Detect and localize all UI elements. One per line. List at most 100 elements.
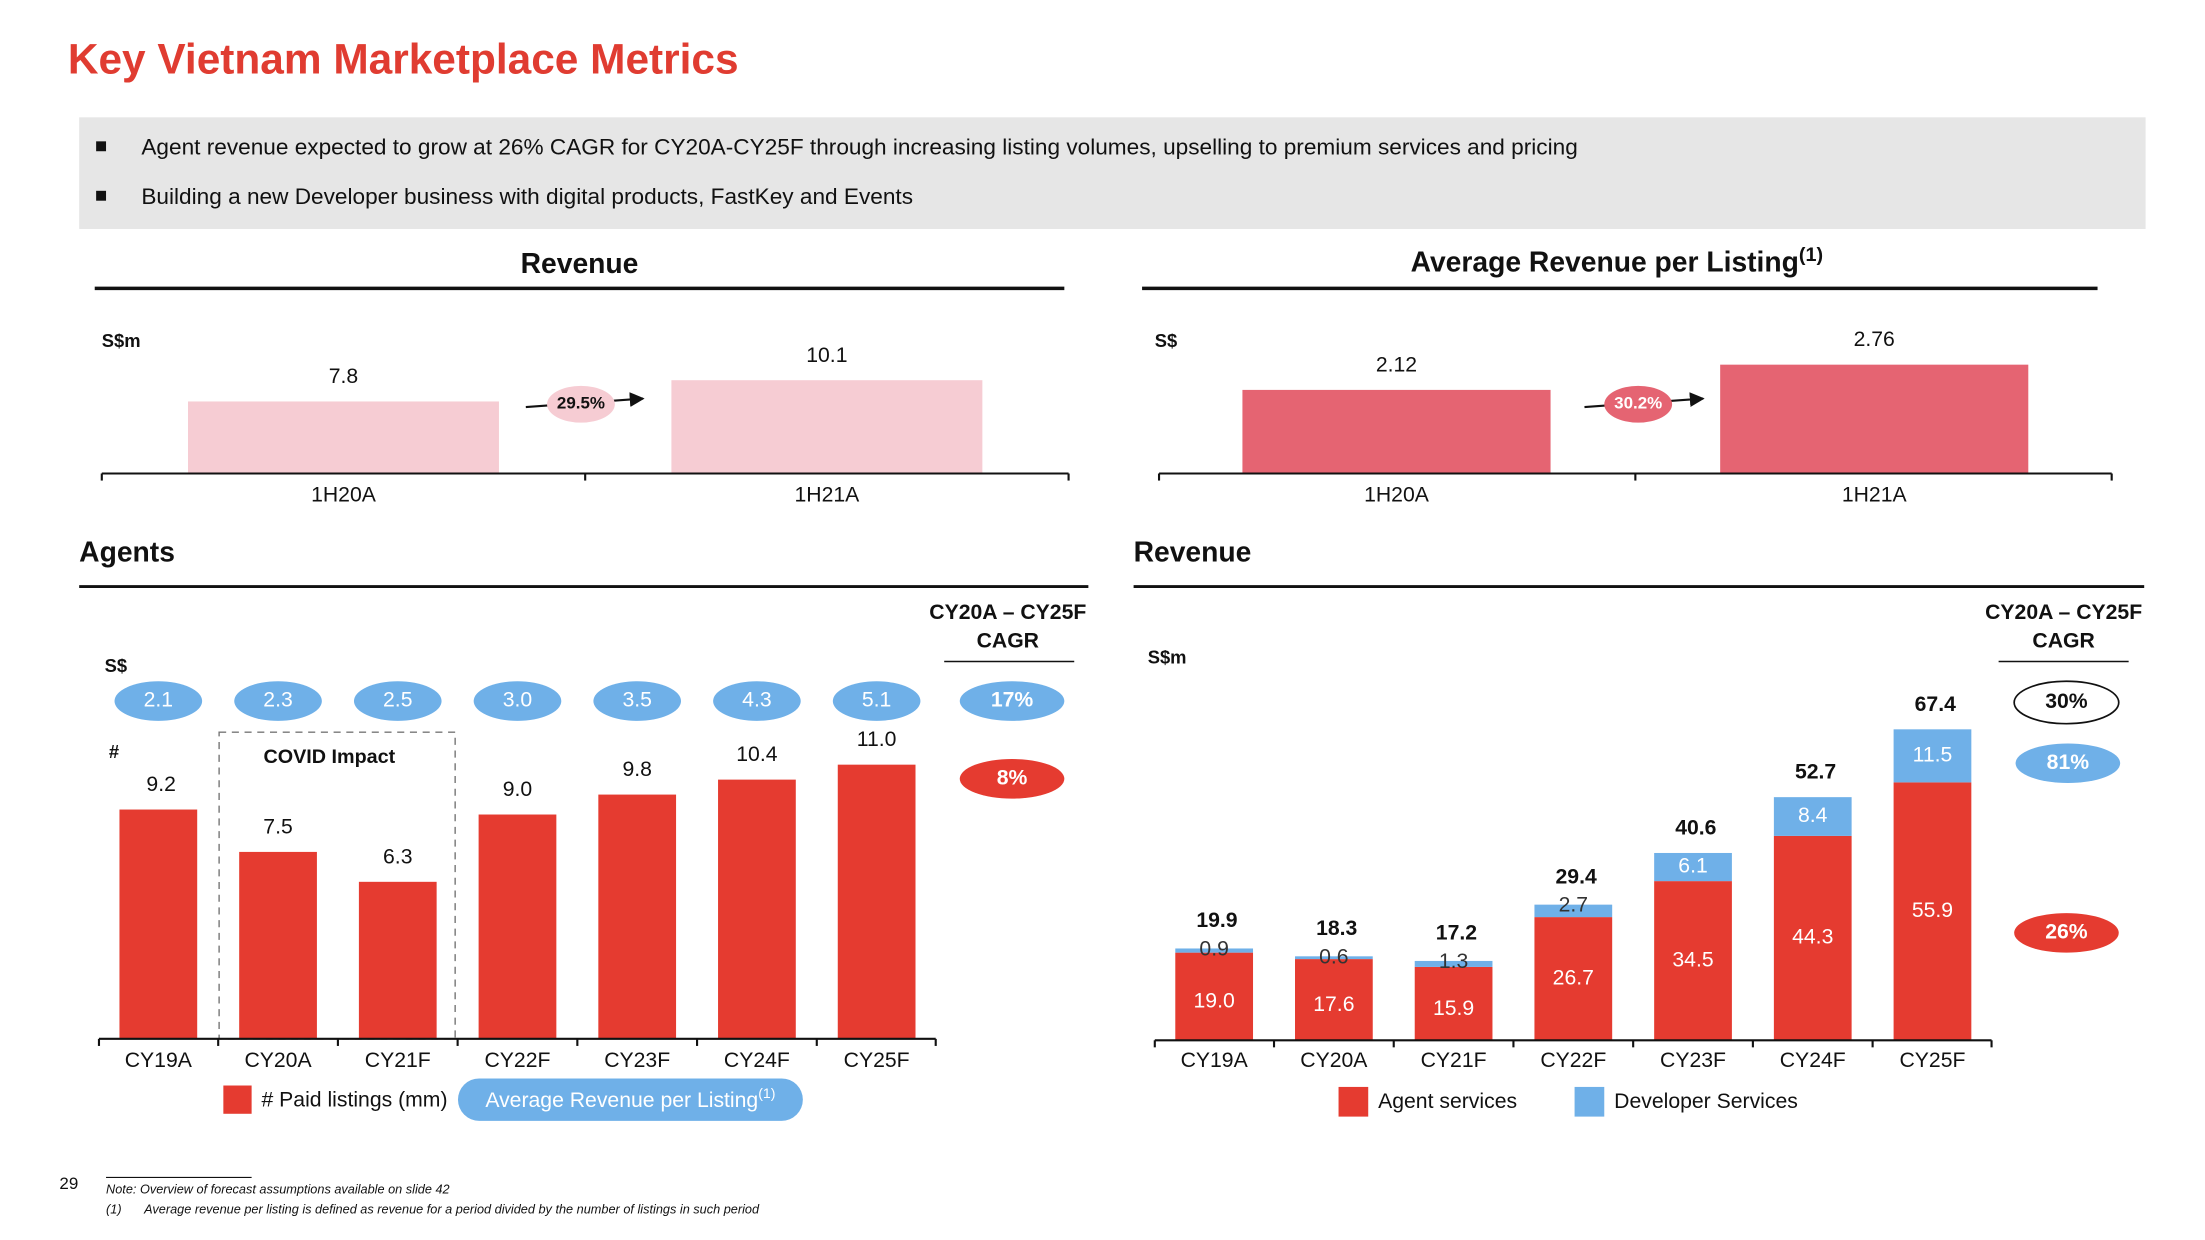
legend-label: Agent services <box>1378 1090 1517 1113</box>
segment-label: 26.7 <box>1553 966 1594 989</box>
bar <box>718 779 796 1039</box>
value-label: 7.5 <box>263 815 292 838</box>
cagr-header: CY20A – CY25F <box>929 601 1086 624</box>
segment-label: 55.9 <box>1912 899 1953 922</box>
value-label: 10.1 <box>806 344 847 367</box>
section-title: Agents <box>79 536 175 568</box>
bar <box>239 851 317 1039</box>
x-tick-label: CY21F <box>1421 1049 1487 1072</box>
segment-label: 0.6 <box>1319 945 1348 968</box>
x-tick-label: CY22F <box>1540 1049 1606 1072</box>
bullet: Agent revenue expected to grow at 26% CA… <box>141 134 1577 159</box>
bullet-marker <box>96 190 107 201</box>
unit-label: S$m <box>102 330 141 351</box>
legend-label: # Paid listings (mm) <box>262 1089 448 1112</box>
cagr-pill <box>959 759 1065 799</box>
bar <box>358 881 437 1039</box>
segment-label: 8.4 <box>1798 804 1828 827</box>
section-title: Revenue <box>1134 536 1252 568</box>
bullet-marker <box>96 141 107 152</box>
x-tick-label: CY23F <box>604 1049 670 1072</box>
cagr-label: 26% <box>2045 920 2088 943</box>
bullet: Building a new Developer business with d… <box>141 184 913 209</box>
value-label: 2.12 <box>1376 353 1417 376</box>
legend-pill <box>457 1078 803 1121</box>
chart-title: Revenue <box>521 247 639 279</box>
total-label: 17.2 <box>1436 922 1477 945</box>
growth-label: 30.2% <box>1614 394 1662 413</box>
arpl-label: 3.5 <box>622 689 651 712</box>
cagr-header: CAGR <box>977 629 1039 652</box>
x-tick-label: 1H21A <box>1842 484 1908 507</box>
segment-label: 44.3 <box>1792 926 1833 949</box>
bar <box>188 401 499 474</box>
arpl-pill <box>234 681 322 721</box>
segment-label: 1.3 <box>1439 950 1468 973</box>
bar-segment <box>1654 881 1732 1041</box>
x-tick-label: 1H20A <box>311 484 377 507</box>
bar <box>671 380 983 474</box>
bar-segment <box>1414 960 1493 967</box>
arpl-label: 2.3 <box>263 689 292 712</box>
cagr-header: CY20A – CY25F <box>1985 601 2142 624</box>
value-label: 9.0 <box>503 778 532 801</box>
bar-segment <box>1414 966 1493 1041</box>
x-tick-label: CY19A <box>125 1049 193 1072</box>
title-superscript: (1) <box>1799 244 1823 266</box>
total-label: 67.4 <box>1915 693 1956 716</box>
arpl-pill <box>832 681 921 721</box>
x-tick-label: CY25F <box>844 1049 910 1072</box>
bar-segment <box>1893 782 1972 1041</box>
arpl-label: 4.3 <box>742 689 771 712</box>
bar-segment <box>1893 729 1972 783</box>
bar-segment <box>1295 956 1373 960</box>
cagr-pill <box>2014 913 2119 953</box>
arpl-pill <box>713 681 801 721</box>
cagr-label: 17% <box>991 689 1034 712</box>
total-label: 19.9 <box>1196 909 1237 932</box>
bar <box>1242 389 1551 474</box>
bar-segment <box>1534 917 1613 1041</box>
segment-label: 15.9 <box>1433 997 1474 1020</box>
value-label: 9.2 <box>146 773 175 796</box>
arpl-label: 2.5 <box>383 689 412 712</box>
legend-label: Average Revenue per Listing(1) <box>485 1085 775 1112</box>
x-tick-label: CY24F <box>1780 1049 1846 1072</box>
annotation: COVID Impact <box>263 746 395 768</box>
value-label: 6.3 <box>383 845 412 868</box>
cagr-label: 8% <box>997 766 1028 789</box>
legend-superscript: (1) <box>758 1085 775 1101</box>
x-tick-label: CY21F <box>365 1049 431 1072</box>
growth-pill <box>547 385 615 423</box>
bar <box>837 764 916 1039</box>
bar-segment <box>1654 852 1732 882</box>
value-label: 2.76 <box>1854 328 1895 351</box>
segment-label: 19.0 <box>1194 990 1235 1013</box>
x-tick-label: CY23F <box>1660 1049 1726 1072</box>
bar <box>478 814 557 1039</box>
growth-pill <box>1604 385 1673 423</box>
growth-label: 29.5% <box>557 394 605 413</box>
bar-segment <box>1295 959 1373 1041</box>
bar-segment <box>1534 904 1613 918</box>
footnote: Note: Overview of forecast assumptions a… <box>106 1181 450 1196</box>
arpl-pill <box>114 681 203 721</box>
legend-text: Average Revenue per Listing <box>485 1089 758 1112</box>
summary-box <box>79 117 2146 229</box>
title-text: Average Revenue per Listing <box>1411 246 1799 278</box>
segment-label: 34.5 <box>1672 948 1713 971</box>
total-label: 52.7 <box>1795 761 1836 784</box>
bar <box>119 809 198 1039</box>
bar <box>598 794 677 1039</box>
cagr-label: 30% <box>2045 690 2088 713</box>
total-label: 29.4 <box>1556 865 1597 888</box>
segment-label: 17.6 <box>1313 993 1354 1016</box>
chart-title: Average Revenue per Listing(1) <box>1411 244 1823 278</box>
cagr-header: CAGR <box>2032 629 2094 652</box>
total-label: 18.3 <box>1316 917 1357 940</box>
bar-segment <box>1175 948 1254 953</box>
x-tick-label: CY24F <box>724 1049 790 1072</box>
x-tick-label: CY19A <box>1181 1049 1249 1072</box>
legend-swatch <box>1574 1086 1605 1117</box>
